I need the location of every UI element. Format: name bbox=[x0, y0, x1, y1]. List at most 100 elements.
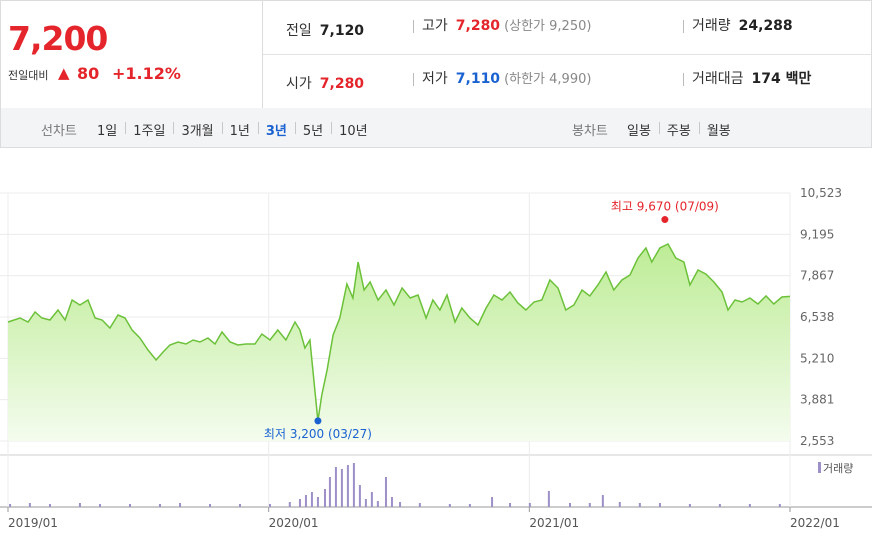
change-label: 전일대비 bbox=[8, 69, 49, 82]
stat-label: 거래대금 bbox=[692, 71, 744, 87]
volume-bar bbox=[99, 504, 102, 507]
tab-separator bbox=[173, 122, 175, 134]
legend-swatch bbox=[818, 462, 821, 473]
price-line bbox=[7, 243, 791, 422]
volume-bar bbox=[288, 502, 291, 507]
volume-bar bbox=[376, 501, 379, 507]
stat: 거래대금 174 백만 bbox=[683, 71, 812, 87]
volume-bar bbox=[352, 463, 355, 507]
line-chart-label: 선차트 bbox=[41, 124, 77, 139]
volume-bar bbox=[778, 504, 781, 507]
volume-bar bbox=[334, 467, 337, 507]
area-fill bbox=[8, 244, 790, 441]
period-tab[interactable]: 1일 bbox=[97, 124, 118, 139]
stat-label: 전일 bbox=[286, 23, 312, 39]
volume-bar bbox=[179, 503, 182, 507]
volume-bar bbox=[468, 504, 471, 507]
volume-bar bbox=[399, 502, 402, 507]
volume-bar bbox=[370, 492, 373, 507]
candle-chart-label: 봉차트 bbox=[572, 124, 608, 139]
y-tick-label: 9,195 bbox=[800, 227, 834, 241]
candle-tab[interactable]: 월봉 bbox=[706, 124, 731, 139]
period-tab[interactable]: 5년 bbox=[302, 124, 324, 139]
tab-separator bbox=[221, 122, 223, 134]
stat: 고가 7,280 (상한가 9,250) bbox=[413, 18, 592, 34]
stat: 저가 7,110 (하한가 4,990) bbox=[413, 71, 592, 87]
chart-tabs: 선차트 1일 1주일 3개월 1년 3년 5년 10년 봉차트 일봉 주봉 월봉 bbox=[0, 108, 872, 148]
volume-bar bbox=[304, 495, 307, 507]
stat-label: 저가 bbox=[422, 71, 448, 87]
legend-label: 거래량 bbox=[823, 462, 853, 475]
volume-bar bbox=[298, 499, 301, 507]
annotation-label: 최저 3,200 (03/27) bbox=[264, 427, 372, 441]
volume-bar bbox=[358, 485, 361, 507]
period-tab[interactable]: 1주일 bbox=[133, 124, 166, 139]
volume-bar bbox=[78, 503, 81, 507]
change-rate: +1.12% bbox=[112, 64, 181, 83]
y-tick-label: 6,538 bbox=[800, 310, 834, 324]
volume-bar bbox=[128, 504, 131, 507]
candle-tab[interactable]: 주봉 bbox=[666, 124, 691, 139]
volume-bar bbox=[718, 504, 721, 507]
volume-bar bbox=[491, 497, 494, 507]
x-tick-label: 2019/01 bbox=[8, 516, 58, 530]
tab-separator bbox=[658, 122, 660, 134]
stat-value: 24,288 bbox=[738, 18, 793, 34]
quote-header: 7,200 전일대비 ▲ 80 +1.12% 전일 7,120 고가 7,280 (상한… bbox=[0, 0, 872, 109]
tab-separator bbox=[294, 122, 296, 134]
annotation-dot bbox=[661, 216, 669, 224]
volume-bar bbox=[748, 504, 751, 507]
volume-bar bbox=[588, 503, 591, 507]
volume-bar bbox=[658, 503, 661, 507]
change-amount: 80 bbox=[77, 64, 100, 83]
stat-label: 시가 bbox=[286, 76, 312, 92]
tab-separator bbox=[331, 122, 333, 134]
stat-note: (하한가 4,990) bbox=[504, 72, 592, 87]
tab-separator bbox=[698, 122, 700, 134]
tab-separator bbox=[257, 122, 259, 134]
change-arrow: ▲ bbox=[58, 64, 70, 82]
volume-bar bbox=[568, 503, 571, 507]
volume-bar bbox=[48, 504, 51, 507]
tab-separator bbox=[125, 122, 127, 134]
volume-bar bbox=[601, 495, 604, 507]
stat-note: (상한가 9,250) bbox=[504, 19, 592, 34]
period-tab[interactable]: 1년 bbox=[229, 124, 250, 139]
volume-bar bbox=[323, 489, 326, 507]
volume-bar bbox=[158, 504, 161, 507]
candle-tab[interactable]: 일봉 bbox=[627, 124, 651, 139]
stat: 전일 7,120 bbox=[286, 20, 364, 40]
stat-value: 7,120 bbox=[319, 23, 365, 39]
period-tab[interactable]: 10년 bbox=[339, 124, 368, 139]
annotation-dot bbox=[314, 417, 322, 425]
volume-bar bbox=[528, 503, 531, 507]
volume-bar bbox=[448, 504, 451, 507]
x-tick-label: 2020/01 bbox=[269, 516, 319, 530]
volume-bar bbox=[547, 491, 550, 507]
volume-bar bbox=[268, 504, 271, 507]
stat: 시가 7,280 bbox=[286, 73, 364, 93]
x-tick-label: 2022/01 bbox=[790, 516, 840, 530]
y-tick-label: 7,867 bbox=[800, 269, 834, 283]
volume-bar bbox=[688, 504, 691, 507]
stat-value: 7,110 bbox=[455, 71, 501, 87]
price-cell: 7,200 전일대비 ▲ 80 +1.12% bbox=[1, 1, 263, 108]
volume-bar bbox=[346, 465, 349, 507]
stat-value: 174 백만 bbox=[751, 71, 812, 87]
chart: 2,553 3,881 5,210 6,538 7,867 9,195 10,523 2019… bbox=[0, 186, 872, 530]
stat-value: 7,280 bbox=[455, 18, 501, 34]
volume-bar bbox=[390, 497, 393, 507]
volume-bar bbox=[384, 477, 387, 507]
row-divider bbox=[263, 54, 871, 55]
period-tab[interactable]: 3년 bbox=[265, 124, 287, 139]
x-tick-label: 2021/01 bbox=[529, 516, 579, 530]
volume-bar bbox=[209, 504, 212, 507]
period-tab[interactable]: 3개월 bbox=[181, 124, 214, 139]
current-price: 7,200 bbox=[8, 19, 108, 58]
stat-label: 거래량 bbox=[692, 18, 731, 34]
y-tick-label: 5,210 bbox=[800, 351, 834, 365]
y-tick-label: 2,553 bbox=[800, 434, 834, 448]
annotation-label: 최고 9,670 (07/09) bbox=[611, 200, 719, 214]
stat-value: 7,280 bbox=[319, 76, 365, 92]
